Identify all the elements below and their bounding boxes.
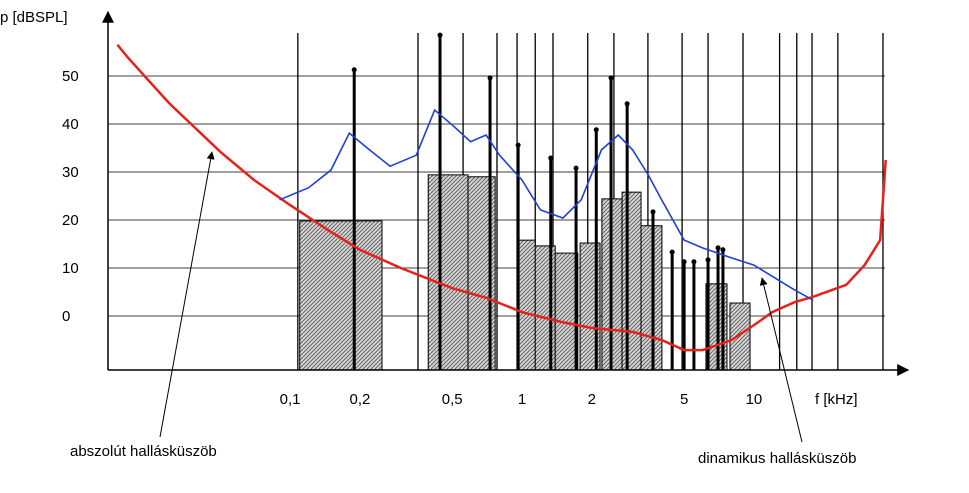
masker-tip — [487, 75, 493, 81]
masker-tip — [669, 249, 675, 255]
masker-tip — [705, 257, 711, 263]
x-tick-label: 0,1 — [280, 391, 301, 408]
series-line — [116, 43, 887, 352]
x-tick-label: 5 — [680, 391, 688, 408]
x-tick-label: 0,2 — [349, 391, 370, 408]
series-line — [279, 108, 814, 301]
y-tick-label: 20 — [62, 212, 79, 229]
block — [554, 252, 579, 371]
masker-tip — [624, 101, 630, 107]
masker — [624, 101, 630, 370]
masker-tip — [650, 209, 656, 215]
masker — [487, 75, 493, 370]
masker-tip — [351, 67, 357, 73]
y-tick-label: 50 — [62, 68, 79, 85]
x-tick-label: 2 — [588, 391, 596, 408]
masker — [681, 259, 687, 370]
y-tick-label: 0 — [62, 308, 70, 325]
y-tick-label: 10 — [62, 260, 79, 277]
x-tick-label: 0,5 — [442, 391, 463, 408]
masker — [715, 245, 721, 370]
block — [517, 239, 536, 371]
y-tick-label: 40 — [62, 116, 79, 133]
masker-tip — [593, 127, 599, 133]
masker-tip — [681, 259, 687, 265]
annotation: dinamikus hallásküszöb — [698, 450, 856, 467]
block — [427, 174, 469, 371]
masker — [691, 259, 697, 370]
masker — [705, 257, 711, 370]
masker-tip — [691, 259, 697, 265]
masker-tip — [437, 32, 443, 38]
masker-tip — [548, 155, 554, 161]
block — [299, 220, 383, 371]
x-tick-label: 10 — [746, 391, 763, 408]
masker — [669, 249, 675, 370]
grid — [108, 33, 885, 370]
masker — [515, 142, 521, 370]
masker — [573, 165, 579, 370]
masker-tip — [715, 245, 721, 251]
masker — [720, 247, 726, 370]
masker-tip — [720, 247, 726, 253]
block — [729, 302, 751, 371]
x-tick-label: 1 — [518, 391, 526, 408]
annotation: abszolút hallásküszöb — [70, 443, 217, 460]
masker-tip — [573, 165, 579, 171]
masker — [593, 127, 599, 370]
masker — [548, 155, 554, 370]
masker — [650, 209, 656, 370]
y-tick-label: 30 — [62, 164, 79, 181]
masker-tip — [608, 75, 614, 81]
annotation-arrow — [159, 151, 215, 438]
masker-tip — [515, 142, 521, 148]
plot-area — [116, 32, 887, 371]
annotation-arrow — [759, 277, 803, 443]
block — [640, 225, 663, 371]
masker — [437, 32, 443, 370]
masker — [351, 67, 357, 370]
y-axis-label: p [dBSPL] — [0, 9, 68, 26]
masker — [608, 75, 614, 370]
x-axis-label: f [kHz] — [815, 391, 858, 408]
block — [621, 191, 642, 371]
